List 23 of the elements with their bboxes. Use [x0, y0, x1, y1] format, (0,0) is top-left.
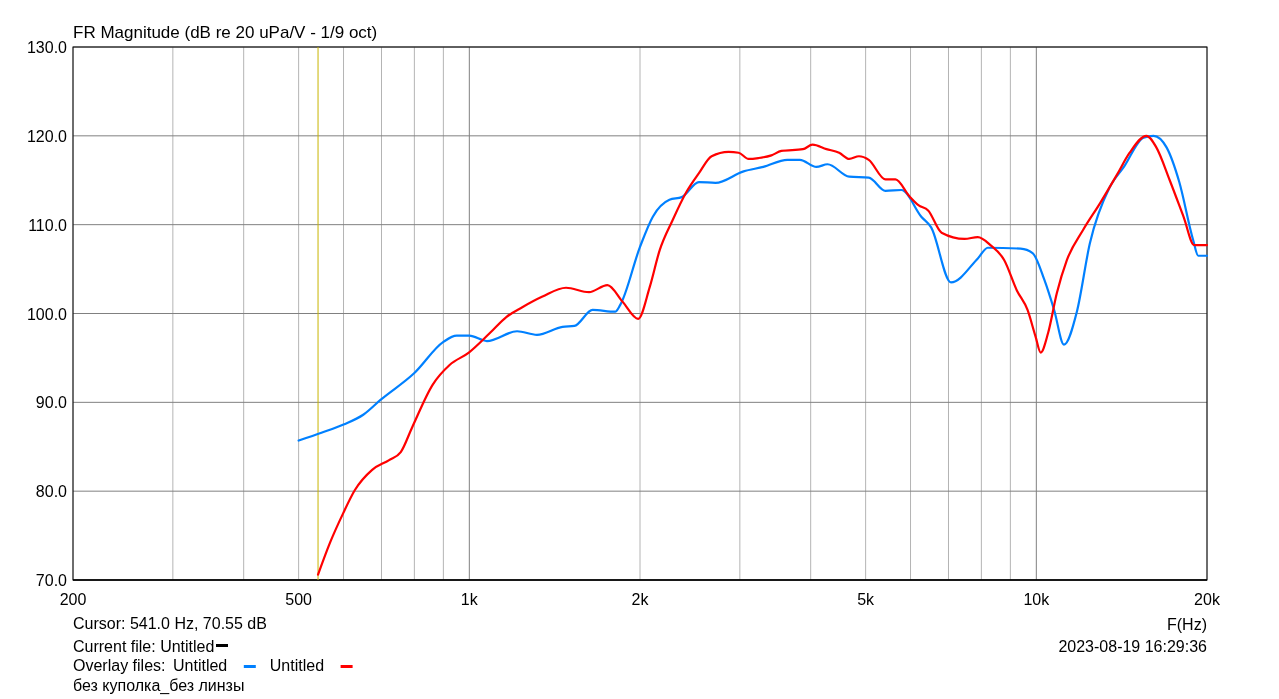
chart-title: FR Magnitude (dB re 20 uPa/V - 1/9 oct)	[73, 23, 378, 42]
x-tick-label: 5k	[857, 591, 876, 608]
y-tick-label: 90.0	[35, 394, 68, 412]
y-tick-label: 100.0	[26, 305, 68, 323]
legend-title: Overlay files:	[73, 657, 166, 674]
x-tick-label: 200	[59, 591, 87, 608]
x-tick-label: 1k	[460, 591, 479, 608]
y-tick-label: 70.0	[35, 572, 68, 589]
text: Cursor: 541.0 Hz, 70.55 dB	[73, 615, 267, 632]
legend-label: Untitled	[173, 657, 228, 674]
y-tick-label: 110.0	[28, 216, 68, 234]
y-tick-label: 120.0	[26, 127, 68, 145]
legend-label: Untitled	[269, 657, 325, 674]
y-tick-label: 130.0	[26, 39, 68, 56]
x-axis-title: F(Hz)	[1167, 616, 1207, 633]
x-tick-label: 20k	[1194, 591, 1221, 608]
text: 2023-08-19 16:29:36	[1058, 638, 1208, 655]
text: Current file: Untitled	[73, 638, 215, 655]
y-tick-label: 80.0	[35, 483, 68, 501]
x-tick-label: 2k	[631, 591, 650, 608]
x-tick-label: 500	[285, 591, 313, 608]
x-tick-label: 10k	[1023, 591, 1051, 608]
text: без куполка_без линзы	[73, 677, 245, 695]
